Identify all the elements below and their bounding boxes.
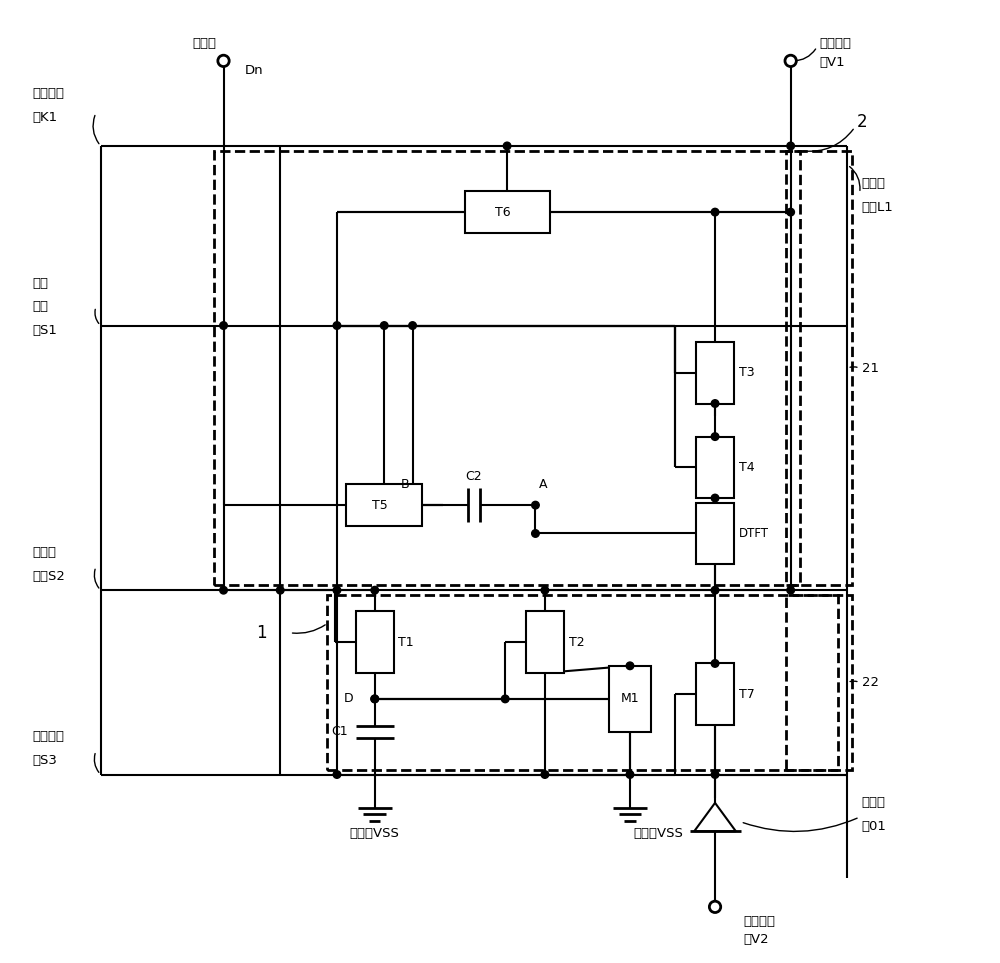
Text: T4: T4 [739,461,754,474]
Circle shape [711,586,719,594]
Bar [465,191,550,233]
Circle shape [711,208,719,216]
Text: 件01: 件01 [862,820,886,833]
Text: A: A [539,478,547,491]
Circle shape [711,660,719,667]
Circle shape [532,502,539,508]
Circle shape [501,695,509,703]
Text: T3: T3 [739,366,754,379]
Text: T6: T6 [495,206,510,219]
Text: 21: 21 [862,361,879,375]
Text: 接地端VSS: 接地端VSS [350,826,400,840]
Text: 线K1: 线K1 [33,111,58,124]
Text: T5: T5 [372,499,387,511]
Circle shape [503,143,511,149]
Circle shape [711,494,719,502]
Text: 端V1: 端V1 [819,56,845,69]
Text: 第三扫描: 第三扫描 [33,730,65,743]
Text: 1: 1 [256,624,267,641]
Bar [214,150,800,586]
Circle shape [371,586,379,594]
Circle shape [409,322,416,329]
Circle shape [220,586,227,594]
Circle shape [333,770,341,778]
Text: 信号控制: 信号控制 [33,88,65,100]
Circle shape [711,400,719,407]
Circle shape [380,322,388,329]
Text: M1: M1 [621,692,639,706]
Text: 描线S2: 描线S2 [33,569,65,583]
Circle shape [711,432,719,440]
Circle shape [709,901,721,913]
Text: 第二扫: 第二扫 [33,546,57,559]
Circle shape [333,586,341,594]
Text: 端V2: 端V2 [743,933,769,947]
Circle shape [626,770,634,778]
Text: 发光器: 发光器 [862,796,886,809]
Text: 第一: 第一 [33,276,49,290]
Text: DTFT: DTFT [739,527,769,540]
Circle shape [711,770,719,778]
Text: T1: T1 [398,636,414,649]
Text: 线S3: 线S3 [33,754,57,767]
Circle shape [371,695,379,703]
Text: 数据线: 数据线 [193,38,217,50]
Text: 第二电平: 第二电平 [743,915,775,927]
Text: 扫描: 扫描 [33,300,49,313]
Bar [696,342,734,403]
Text: 2: 2 [857,114,867,131]
Text: 22: 22 [862,676,879,689]
Text: C2: C2 [466,470,482,483]
Circle shape [785,55,796,66]
Bar [526,612,564,673]
Circle shape [541,770,549,778]
Text: T2: T2 [569,636,584,649]
Text: 接地端VSS: 接地端VSS [633,826,683,840]
Bar [327,595,838,769]
Bar [356,612,394,673]
Text: 集线L1: 集线L1 [862,201,893,214]
Bar [609,665,651,732]
Circle shape [787,143,794,149]
Text: 信号采: 信号采 [862,177,886,191]
Text: Dn: Dn [244,64,263,77]
Text: 第一电平: 第一电平 [819,38,851,50]
Circle shape [220,322,227,329]
Circle shape [218,55,229,66]
Text: 线S1: 线S1 [33,324,57,337]
Circle shape [787,586,794,594]
Text: D: D [343,692,353,706]
Text: T7: T7 [739,688,754,701]
Bar [786,150,852,586]
Circle shape [333,322,341,329]
Circle shape [541,586,549,594]
Bar [696,664,734,725]
Text: C1: C1 [332,725,348,739]
Circle shape [276,586,284,594]
Circle shape [532,530,539,537]
Bar [786,595,852,769]
Bar [346,483,422,527]
Text: B: B [401,478,409,491]
Bar [696,436,734,498]
Bar [696,503,734,564]
Circle shape [371,695,379,703]
Circle shape [787,208,794,216]
Circle shape [626,662,634,669]
